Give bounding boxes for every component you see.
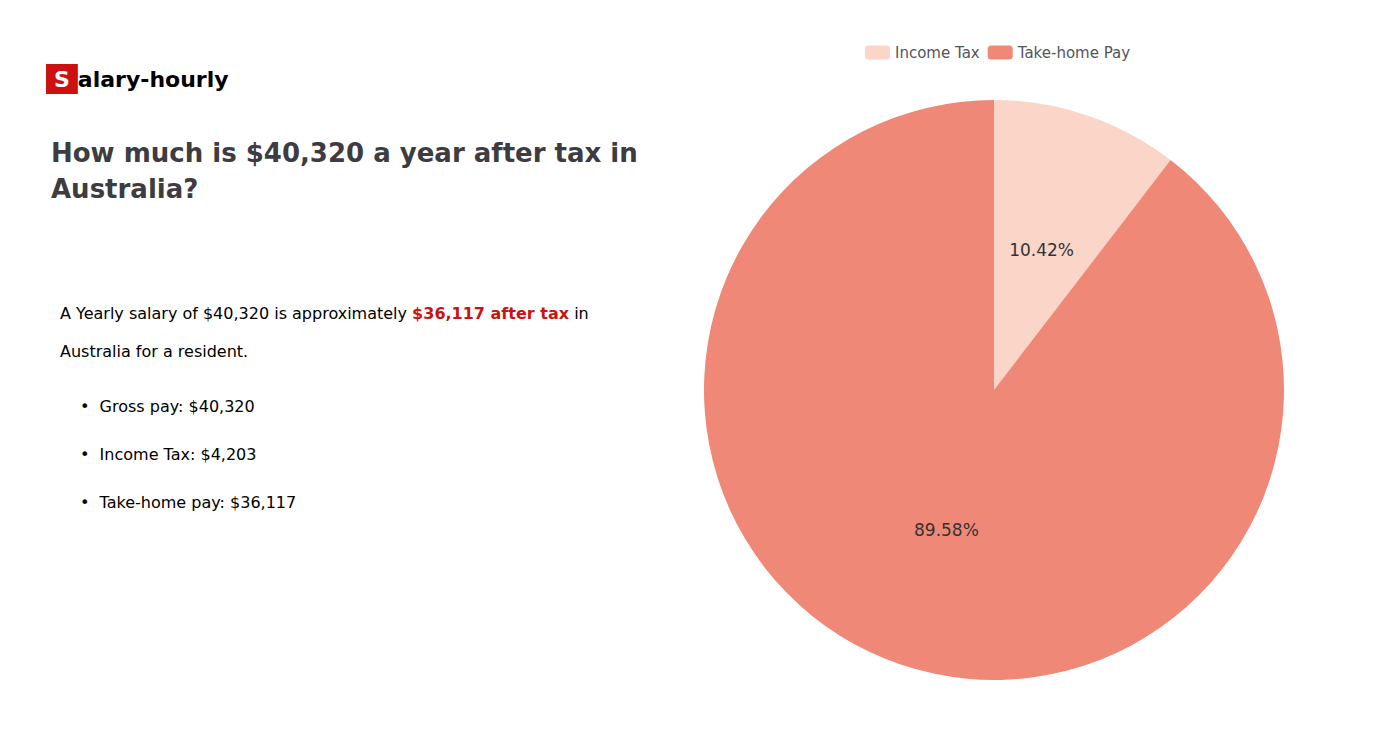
svg-text:in: in (569, 304, 589, 323)
svg-text:Australia?: Australia? (51, 174, 198, 204)
svg-text:A Yearly salary of $40,320 is: A Yearly salary of $40,320 is approximat… (60, 304, 412, 323)
svg-text:• Income Tax: $4,203: • Income Tax: $4,203 (80, 445, 256, 464)
svg-text:89.58%: 89.58% (914, 520, 979, 540)
svg-text:• Gross pay: $40,320: • Gross pay: $40,320 (80, 397, 255, 416)
svg-text:How much is $40,320 a year aft: How much is $40,320 a year after tax in (51, 138, 638, 168)
svg-text:alary-hourly: alary-hourly (78, 67, 229, 92)
svg-text:S: S (54, 67, 70, 92)
svg-text:• Take-home pay: $36,117: • Take-home pay: $36,117 (80, 493, 296, 512)
svg-text:10.42%: 10.42% (1009, 240, 1074, 260)
svg-text:Income Tax: Income Tax (895, 44, 980, 62)
svg-text:$36,117 after tax: $36,117 after tax (412, 304, 570, 323)
svg-text:Australia for a resident.: Australia for a resident. (60, 342, 248, 361)
svg-text:Take-home Pay: Take-home Pay (1017, 44, 1131, 62)
